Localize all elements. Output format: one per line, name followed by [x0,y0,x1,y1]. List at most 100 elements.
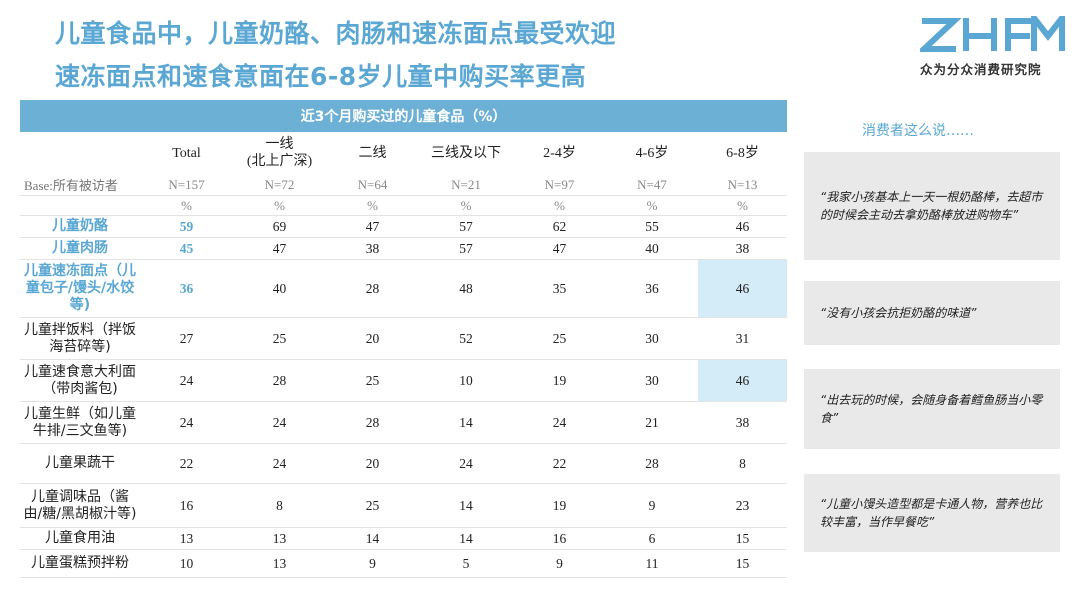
value-cell: 62 [552,218,567,234]
percent-symbol: % [554,197,565,213]
quote-text: “我家小孩基本上一天一根奶酪棒，去超市的时候会主动去拿奶酪棒放进购物车” [820,190,1043,222]
value-cell: 10 [459,372,473,388]
value-cell: 47 [365,218,380,234]
value-cell: 57 [459,218,473,234]
column-header: 一线 (北上广深) [246,137,313,169]
column-header-row: Total 一线 (北上广深) 二线 三线及以下 2-4岁 4-6岁 6-8岁 [20,132,787,174]
row-label: 儿童蛋糕预拌粉 [31,555,129,571]
value-cell: 38 [735,240,750,256]
value-cell: 9 [556,555,563,571]
value-cell: 11 [645,555,659,571]
percent-symbol: % [181,197,192,213]
value-cell: 10 [179,555,194,571]
quote-text: “儿童小馒头造型都是卡通人物，营养也比较丰富，当作早餐吃” [820,497,1043,529]
value-cell: 19 [552,497,567,513]
percent-symbol: % [737,197,748,213]
quote-text: “出去玩的时候，会随身备着鳕鱼肠当小零食” [820,393,1043,425]
value-cell: 31 [735,330,750,346]
table-row: 儿童速食意大利面（带肉酱包) 24 28 25 10 19 30 46 [20,360,787,402]
base-count: N=47 [637,176,667,192]
column-header: 三线及以下 [431,145,501,161]
column-header: 6-8岁 [726,145,759,161]
table-row: 儿童蛋糕预拌粉 10 13 9 5 9 11 15 [20,550,787,578]
value-cell: 24 [179,414,194,430]
value-cell: 16 [179,497,194,513]
base-count: N=97 [544,176,575,192]
value-cell: 38 [735,414,750,430]
percent-row: %%%%%%% [20,196,787,216]
percent-symbol: % [367,197,378,213]
value-cell: 8 [739,455,746,471]
value-cell: 46 [698,360,787,401]
value-cell: 24 [179,372,194,388]
value-cell: 55 [645,218,659,234]
row-label: 儿童果蔬干 [45,455,115,471]
row-label: 儿童生鲜（如儿童牛排/三文鱼等) [24,405,136,439]
percent-spacer [20,196,140,215]
value-cell: 36 [179,280,194,296]
value-cell: 8 [276,497,283,513]
value-cell: 46 [735,218,750,234]
quote-card: “我家小孩基本上一天一根奶酪棒，去超市的时候会主动去拿奶酪棒放进购物车” [804,152,1060,260]
value-cell: 25 [365,372,380,388]
row-label: 儿童拌饭料（拌饭海苔碎等) [24,321,136,355]
value-cell: 24 [272,414,287,430]
value-cell: 30 [645,330,659,346]
value-cell: 28 [645,455,659,471]
table-header: 近3个月购买过的儿童食品（%） [20,100,787,132]
value-cell: 22 [179,455,194,471]
value-cell: 57 [459,240,473,256]
column-header: 二线 [358,145,387,161]
value-cell: 24 [459,455,473,471]
quote-card: “儿童小馒头造型都是卡通人物，营养也比较丰富，当作早餐吃” [804,474,1060,552]
value-cell: 20 [365,330,380,346]
column-header: 4-6岁 [635,145,669,161]
value-cell: 38 [365,240,380,256]
value-cell: 5 [462,555,470,571]
value-cell: 30 [645,372,659,388]
value-cell: 28 [272,372,287,388]
value-cell: 25 [272,330,287,346]
quote-card: “出去玩的时候，会随身备着鳕鱼肠当小零食” [804,369,1060,449]
value-cell: 35 [552,280,567,296]
table-row: 儿童速冻面点（儿童包子/馒头/水饺等) 36 40 28 48 35 36 46 [20,260,787,318]
header-spacer [20,132,140,174]
table-row: 儿童调味品（酱由/糖/黑胡椒汁等) 16 8 25 14 19 9 23 [20,484,787,528]
value-cell: 59 [179,218,194,234]
value-cell: 28 [365,414,380,430]
value-cell: 36 [645,280,659,296]
logo-subtitle: 众为分众消费研究院 [920,62,1042,77]
value-cell: 9 [648,497,656,513]
column-header: 2-4岁 [543,145,576,161]
quote-card: “没有小孩会抗拒奶酪的味道” [804,281,1060,345]
value-cell: 9 [369,555,376,571]
base-count: N=157 [168,176,205,192]
value-cell: 25 [365,497,380,513]
quote-text: “没有小孩会抗拒奶酪的味道” [820,306,977,320]
value-cell: 22 [552,455,567,471]
table-row: 儿童拌饭料（拌饭海苔碎等) 27 25 20 52 25 30 31 [20,318,787,360]
value-cell: 47 [272,240,287,256]
quotes-title: 消费者这么说…… [862,123,974,139]
percent-symbol: % [646,197,658,213]
value-cell: 14 [459,497,473,513]
value-cell: 23 [735,497,750,513]
value-cell: 16 [552,530,567,546]
row-label: 儿童奶酪 [52,218,108,234]
value-cell: 13 [272,530,287,546]
row-label: 儿童速食意大利面（带肉酱包) [24,363,136,397]
table-row: 儿童生鲜（如儿童牛排/三文鱼等) 24 24 28 14 24 21 38 [20,402,787,444]
title-line-2: 速冻面点和速食意面在6-8岁儿童中购买率更高 [55,62,587,91]
row-label: 儿童食用油 [45,530,115,546]
value-cell: 27 [179,330,194,346]
value-cell: 14 [459,530,473,546]
value-cell: 19 [552,372,567,388]
row-label: 儿童肉肠 [52,240,108,256]
base-label: Base:所有被访者 [24,178,118,193]
base-count: N=72 [264,176,295,192]
table-row: 儿童果蔬干 22 24 20 24 22 28 8 [20,444,787,484]
percent-symbol: % [460,197,472,213]
title-line-1: 儿童食品中，儿童奶酪、肉肠和速冻面点最受欢迎 [55,19,617,48]
brand-logo: 众为分众消费研究院 [920,16,1065,80]
table-row: 儿童食用油 13 13 14 14 16 6 15 [20,528,787,550]
